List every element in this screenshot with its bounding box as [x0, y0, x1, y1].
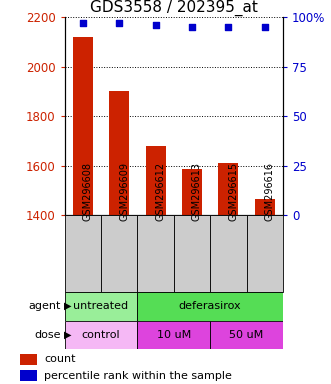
Text: agent: agent: [29, 301, 61, 311]
Text: ▶: ▶: [64, 301, 71, 311]
Bar: [146, 146, 166, 215]
Text: 10 uM: 10 uM: [157, 330, 191, 340]
Text: control: control: [82, 330, 120, 340]
Bar: [137, 292, 283, 321]
Bar: [20, 354, 37, 365]
Text: 50 uM: 50 uM: [229, 330, 264, 340]
Text: count: count: [44, 354, 75, 364]
Bar: [255, 199, 275, 215]
Bar: [137, 321, 210, 349]
Title: GDS3558 / 202395_at: GDS3558 / 202395_at: [90, 0, 258, 16]
Point: [80, 20, 85, 26]
Bar: [210, 215, 247, 292]
Text: GSM296608: GSM296608: [83, 162, 93, 221]
Point: [226, 24, 231, 30]
Text: GSM296612: GSM296612: [156, 162, 166, 221]
Bar: [109, 91, 129, 215]
Bar: [174, 215, 210, 292]
Bar: [65, 292, 137, 321]
Text: deferasirox: deferasirox: [179, 301, 242, 311]
Bar: [73, 37, 93, 215]
Bar: [20, 370, 37, 381]
Point: [153, 22, 158, 28]
Bar: [101, 215, 137, 292]
Bar: [218, 163, 238, 215]
Text: GSM296613: GSM296613: [192, 162, 202, 221]
Text: percentile rank within the sample: percentile rank within the sample: [44, 371, 232, 381]
Text: dose: dose: [35, 330, 61, 340]
Bar: [182, 169, 202, 215]
Text: GSM296615: GSM296615: [228, 162, 238, 221]
Bar: [137, 215, 174, 292]
Text: GSM296609: GSM296609: [119, 162, 129, 221]
Point: [189, 24, 195, 30]
Point: [117, 20, 122, 26]
Bar: [210, 321, 283, 349]
Text: GSM296616: GSM296616: [265, 162, 275, 221]
Text: untreated: untreated: [73, 301, 128, 311]
Text: ▶: ▶: [64, 330, 71, 340]
Bar: [65, 215, 101, 292]
Point: [262, 24, 267, 30]
Bar: [247, 215, 283, 292]
Bar: [65, 321, 137, 349]
